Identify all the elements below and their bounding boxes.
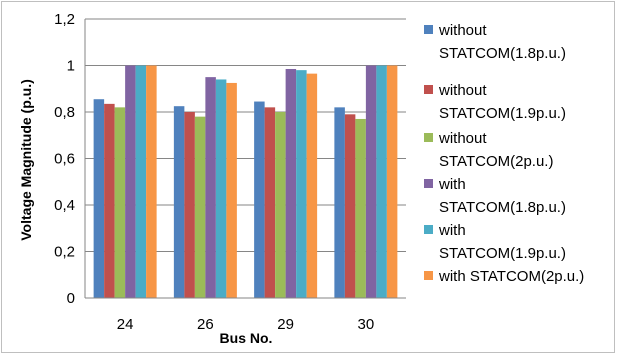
- bar: [104, 103, 115, 298]
- bar: [355, 118, 366, 298]
- legend: without STATCOM(1.8p.u.) without STATCOM(1.…: [424, 22, 584, 285]
- bar: [275, 112, 286, 298]
- legend-swatch: [424, 25, 433, 34]
- x-tick-label: 24: [117, 316, 134, 333]
- x-tick-label: 29: [277, 316, 294, 333]
- x-axis-title: Bus No.: [220, 330, 273, 346]
- bar: [285, 68, 297, 298]
- bar: [215, 79, 227, 298]
- bar: [125, 65, 136, 298]
- bar: [254, 101, 265, 298]
- bar: [306, 73, 318, 298]
- bar: [194, 116, 206, 299]
- bars: [93, 65, 398, 299]
- x-tick-label: 26: [197, 316, 214, 333]
- legend-label: without STATCOM(2p.u.): [438, 130, 553, 170]
- bar: [146, 65, 157, 298]
- bar: [264, 107, 276, 298]
- legend-swatch: [424, 225, 433, 234]
- bar: [93, 99, 105, 299]
- x-tick-label: 30: [358, 316, 375, 333]
- bar: [205, 77, 216, 298]
- legend-swatch: [424, 85, 433, 94]
- legend-swatch: [424, 179, 433, 188]
- legend-label: with STATCOM(2p.u.): [438, 268, 584, 285]
- bar: [226, 82, 237, 298]
- y-tick-label: 1: [67, 58, 75, 75]
- bar: [376, 65, 387, 298]
- y-tick-label: 0,4: [54, 197, 75, 214]
- legend-label: without STATCOM(1.8p.u.): [438, 22, 566, 62]
- legend-label: with STATCOM(1.9p.u.): [438, 222, 566, 262]
- legend-swatch: [424, 133, 433, 142]
- legend-label: with STATCOM(1.8p.u.): [438, 176, 566, 216]
- bar: [296, 70, 307, 299]
- y-tick-labels: 0 0,2 0,4 0,6 0,8 1 1,2: [54, 11, 75, 307]
- bar: [173, 106, 185, 298]
- legend-swatch: [424, 271, 433, 280]
- x-tick-labels: 24 26 29 30: [117, 316, 374, 333]
- bar: [184, 112, 195, 298]
- bar: [386, 65, 398, 298]
- bar: [114, 107, 126, 298]
- bar: [365, 65, 377, 298]
- bar: [334, 107, 345, 298]
- y-tick-label: 0: [67, 290, 75, 307]
- y-tick-label: 0,8: [54, 104, 75, 121]
- bar: [344, 114, 356, 298]
- y-tick-label: 0,2: [54, 244, 75, 261]
- y-axis-title: Voltage Magnitude (p.u.): [18, 79, 34, 241]
- y-tick-label: 1,2: [54, 11, 75, 28]
- y-tick-label: 0,6: [54, 151, 75, 168]
- legend-label: without STATCOM(1.9p.u.): [438, 82, 566, 122]
- bar: [135, 65, 147, 298]
